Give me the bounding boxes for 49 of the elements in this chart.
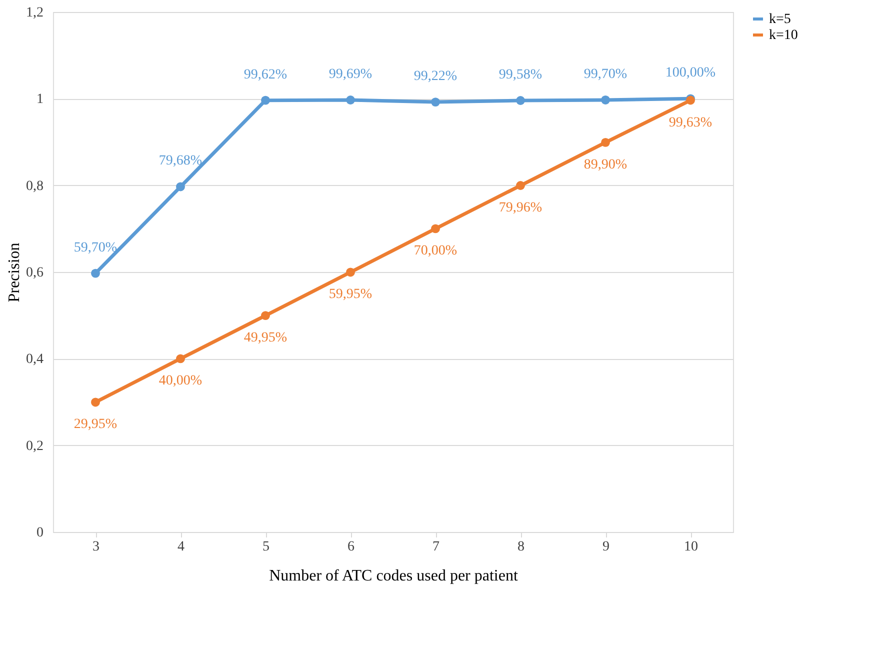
y-tick-label: 0,6 bbox=[26, 266, 44, 280]
y-tick-label: 1 bbox=[36, 92, 44, 108]
data-label: 99,70% bbox=[584, 66, 628, 82]
y-axis-title: Precision bbox=[6, 242, 23, 302]
data-label: 29,95% bbox=[74, 417, 118, 432]
data-label: 99,69% bbox=[328, 67, 372, 82]
x-axis-title: Number of ATC codes used per patient bbox=[269, 568, 518, 584]
legend-label: k=10 bbox=[769, 28, 798, 43]
y-tick-label: 0,2 bbox=[26, 438, 44, 454]
point bbox=[176, 354, 185, 364]
x-tick-label: 5 bbox=[262, 540, 270, 554]
data-label: 99,58% bbox=[498, 67, 542, 82]
point bbox=[261, 96, 270, 105]
y-tick-label: 0,8 bbox=[26, 178, 44, 194]
data-label: 89,90% bbox=[584, 157, 628, 172]
data-label: 79,68% bbox=[158, 154, 202, 169]
point bbox=[91, 268, 100, 278]
data-label: 99,22% bbox=[414, 69, 458, 84]
point bbox=[346, 96, 355, 104]
data-label: 40,00% bbox=[158, 374, 202, 389]
point bbox=[601, 138, 610, 147]
data-label: 59,70% bbox=[74, 240, 118, 256]
data-label: 49,95% bbox=[244, 330, 288, 346]
y-tick-label: 0 bbox=[36, 526, 44, 540]
data-label: 100,00% bbox=[665, 66, 716, 81]
x-tick-label: 8 bbox=[518, 540, 524, 554]
point bbox=[346, 268, 355, 277]
y-tick-label: 0,4 bbox=[26, 352, 44, 368]
data-label: 99,63% bbox=[668, 115, 712, 130]
legend-label: k=5 bbox=[769, 12, 791, 27]
data-label: 99,62% bbox=[244, 67, 288, 82]
data-label: 59,95% bbox=[328, 287, 372, 302]
x-tick-label: 4 bbox=[178, 540, 184, 554]
x-tick-label: 10 bbox=[684, 540, 698, 554]
point bbox=[91, 398, 100, 407]
point bbox=[516, 96, 525, 105]
x-tick-label: 7 bbox=[432, 540, 440, 554]
x-tick-label: 9 bbox=[602, 540, 610, 554]
point bbox=[261, 311, 270, 320]
point bbox=[601, 96, 610, 104]
x-tick-label: 3 bbox=[92, 540, 100, 554]
point bbox=[431, 224, 440, 234]
y-tick-label: 1,2 bbox=[26, 6, 44, 20]
data-label: 79,96% bbox=[498, 200, 542, 216]
x-tick-label: 6 bbox=[348, 540, 354, 554]
point bbox=[431, 98, 440, 107]
point bbox=[516, 181, 525, 190]
point bbox=[176, 182, 185, 192]
data-label: 70,00% bbox=[414, 244, 458, 259]
